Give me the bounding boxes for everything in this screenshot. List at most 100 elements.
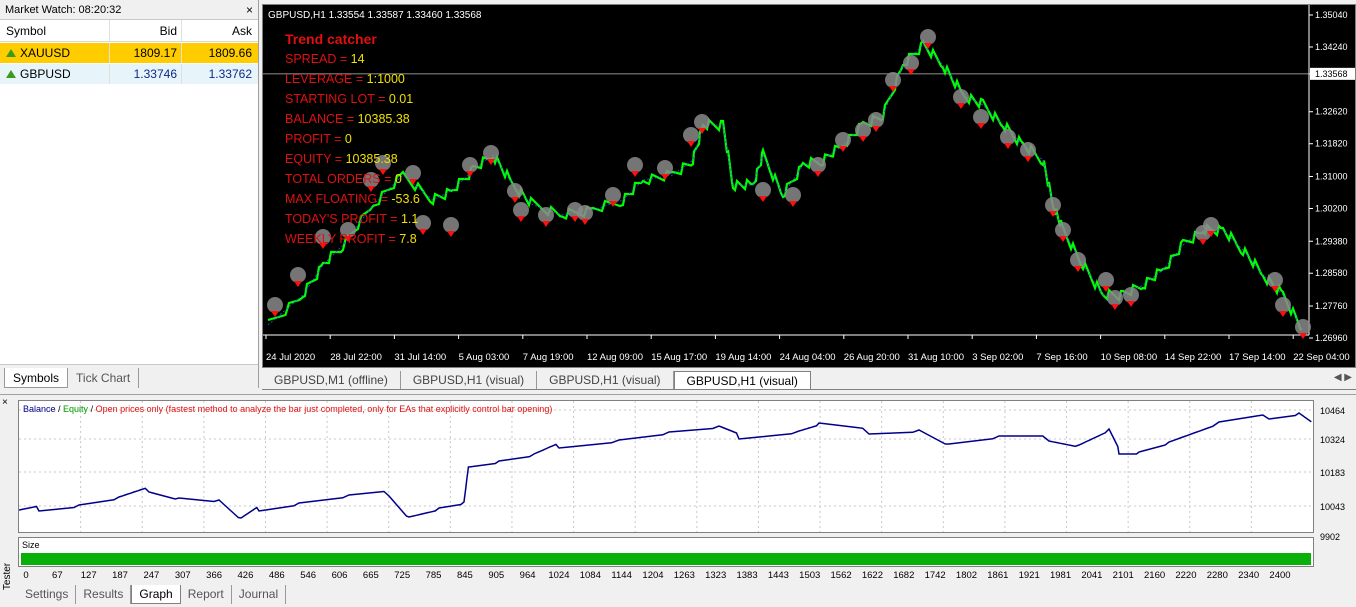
trade-marker bbox=[443, 217, 459, 233]
trade-marker bbox=[785, 187, 801, 203]
tab-tick-chart[interactable]: Tick Chart bbox=[68, 368, 140, 388]
sell-arrow-icon bbox=[379, 169, 387, 175]
ea-info-value: 1.1 bbox=[400, 212, 419, 226]
tester-x-label: 905 bbox=[488, 570, 505, 581]
sell-arrow-icon bbox=[1024, 156, 1032, 162]
sell-arrow-icon bbox=[907, 69, 915, 75]
graph-legend: Balance / Equity / Open prices only (fas… bbox=[23, 404, 552, 414]
sell-arrow-icon bbox=[571, 216, 579, 222]
chart-tab[interactable]: GBPUSD,H1 (visual) bbox=[537, 371, 674, 389]
bid-value: 1809.17 bbox=[110, 43, 182, 63]
sell-arrow-icon bbox=[609, 201, 617, 207]
tester-x-label: 1562 bbox=[830, 570, 852, 581]
tester-x-label: 486 bbox=[268, 570, 285, 581]
price-label: 1.30200 bbox=[1315, 203, 1348, 213]
trade-marker bbox=[868, 112, 884, 128]
sell-arrow-icon bbox=[1004, 143, 1012, 149]
trade-marker bbox=[1020, 142, 1036, 158]
sell-arrow-icon bbox=[661, 174, 669, 180]
trade-marker bbox=[1203, 217, 1219, 233]
ea-info-line: EQUITY = 10385.38 bbox=[285, 149, 420, 169]
ea-info-panel: Trend catcher SPREAD = 14 LEVERAGE = 1:10… bbox=[285, 29, 420, 249]
tester-x-label: 1861 bbox=[987, 570, 1009, 581]
trade-marker bbox=[1123, 287, 1139, 303]
tester-x-label: 1263 bbox=[673, 570, 695, 581]
ea-info-value: 7.8 bbox=[399, 232, 417, 246]
price-label: 1.31000 bbox=[1315, 172, 1348, 182]
trade-marker bbox=[315, 229, 331, 245]
chart-tab-scroll-arrows[interactable]: ◀ ▶ bbox=[1333, 372, 1352, 383]
price-label: 1.31820 bbox=[1315, 139, 1348, 149]
tester-x-label: 665 bbox=[362, 570, 379, 581]
chart-title: GBPUSD,H1 1.33554 1.33587 1.33460 1.3356… bbox=[268, 10, 482, 21]
trade-marker bbox=[340, 222, 356, 238]
legend-separator: / bbox=[55, 404, 64, 414]
chart-tab[interactable]: GBPUSD,H1 (visual) bbox=[401, 371, 538, 389]
ask-value: 1.33762 bbox=[208, 67, 252, 81]
ea-info-key: TODAY'S PROFIT = bbox=[285, 212, 401, 226]
ea-info-line: BALANCE = 10385.38 bbox=[285, 109, 420, 129]
close-icon[interactable]: × bbox=[2, 397, 8, 408]
price-chart[interactable]: 1.35040 1.34240 1.33568 1.32620 1.31820 1.310… bbox=[262, 4, 1356, 368]
symbol-row-gbpusd[interactable]: GBPUSD 1.33746 1.33762 bbox=[0, 64, 258, 84]
tester-x-label: 2400 bbox=[1269, 570, 1291, 581]
chart-tab[interactable]: GBPUSD,M1 (offline) bbox=[262, 371, 401, 389]
column-symbol[interactable]: Symbol bbox=[0, 20, 110, 41]
tester-x-label: 2220 bbox=[1175, 570, 1197, 581]
tester-x-label: 1802 bbox=[955, 570, 978, 581]
close-icon[interactable]: × bbox=[245, 2, 253, 17]
tester-x-label: 307 bbox=[174, 570, 191, 581]
price-label: 1.28580 bbox=[1315, 268, 1348, 278]
sell-arrow-icon bbox=[1199, 239, 1207, 245]
ea-info-value: 0 bbox=[344, 132, 352, 146]
tab-journal[interactable]: Journal bbox=[232, 585, 287, 604]
balance-y-label: 10043 bbox=[1320, 502, 1346, 512]
symbol-row-xauusd[interactable]: XAUUSD 1809.17 1809.66 bbox=[0, 43, 258, 63]
trade-marker bbox=[507, 183, 523, 199]
chart-tab-active[interactable]: GBPUSD,H1 (visual) bbox=[673, 371, 811, 389]
sell-arrow-icon bbox=[789, 201, 797, 207]
trade-marker bbox=[694, 114, 710, 130]
tester-x-label: 845 bbox=[456, 570, 473, 581]
time-label: 31 Aug 10:00 bbox=[908, 352, 964, 363]
sell-arrow-icon bbox=[839, 146, 847, 152]
trade-marker bbox=[1070, 252, 1086, 268]
trade-marker bbox=[363, 172, 379, 188]
tester-x-label: 785 bbox=[425, 570, 442, 581]
tab-symbols[interactable]: Symbols bbox=[4, 368, 69, 388]
price-label: 1.33568 bbox=[1315, 69, 1348, 79]
tester-x-axis: 0 67 127 187 247 307 366 426 486 546 606 665 725 785 8… bbox=[18, 570, 1314, 582]
column-bid[interactable]: Bid bbox=[110, 20, 182, 41]
ea-info-key: BALANCE = bbox=[285, 112, 358, 126]
sell-arrow-icon bbox=[466, 171, 474, 177]
sell-arrow-icon bbox=[511, 197, 519, 203]
ea-info-value: -53.6 bbox=[391, 192, 420, 206]
market-watch-title-bar: Market Watch: 08:20:32 × bbox=[0, 0, 258, 20]
trade-marker bbox=[755, 182, 771, 198]
tester-x-label: 2160 bbox=[1144, 570, 1166, 581]
tester-x-label: 1682 bbox=[893, 570, 915, 581]
tab-settings[interactable]: Settings bbox=[18, 585, 77, 604]
tester-panel: × Tester Balance / Equity / Open prices … bbox=[0, 394, 1356, 607]
tester-x-label: 1024 bbox=[548, 570, 570, 581]
market-watch-header: Symbol Bid Ask bbox=[0, 20, 258, 42]
time-label: 12 Aug 09:00 bbox=[587, 352, 643, 363]
tester-x-label: 1742 bbox=[924, 570, 946, 581]
tester-x-label: 2280 bbox=[1206, 570, 1228, 581]
trade-marker bbox=[290, 267, 306, 283]
sell-arrow-icon bbox=[1074, 266, 1082, 272]
ask-value: 1809.66 bbox=[208, 46, 252, 60]
sell-arrow-icon bbox=[1111, 304, 1119, 310]
tester-x-label: 2340 bbox=[1238, 570, 1260, 581]
trade-marker bbox=[1267, 272, 1283, 288]
price-label: 1.32620 bbox=[1315, 107, 1348, 117]
tab-report[interactable]: Report bbox=[181, 585, 232, 604]
trade-marker bbox=[835, 132, 851, 148]
column-ask[interactable]: Ask bbox=[231, 23, 252, 38]
tester-sidebar: × Tester bbox=[0, 395, 14, 607]
tab-graph[interactable]: Graph bbox=[131, 585, 181, 604]
tester-x-label: 1323 bbox=[705, 570, 727, 581]
ea-info-line: SPREAD = 14 bbox=[285, 49, 420, 69]
tab-results[interactable]: Results bbox=[76, 585, 132, 604]
tester-x-label: 1443 bbox=[767, 570, 789, 581]
